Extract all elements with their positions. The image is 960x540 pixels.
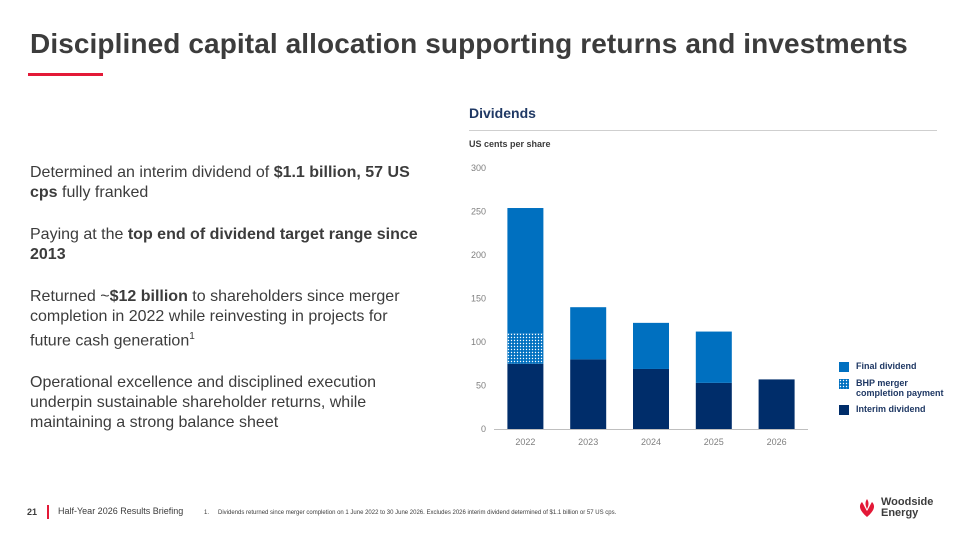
key-point-1: Determined an interim dividend of $1.1 b…	[30, 163, 430, 203]
legend-swatch	[839, 405, 849, 415]
key-point-highlight: top end of dividend target range since 2…	[30, 226, 418, 263]
footnote-number: 1.	[204, 510, 210, 516]
logo-wordmark: Woodside Energy	[881, 497, 933, 519]
x-tick-label: 2025	[704, 437, 724, 447]
bar-segment	[695, 382, 732, 429]
woodside-logo-icon	[859, 499, 875, 517]
footer-divider	[47, 505, 49, 519]
chart-legend: Final dividend BHP merger completion pay…	[839, 361, 959, 421]
key-point-text: Determined an interim dividend of	[30, 164, 274, 181]
legend-swatch	[839, 379, 849, 389]
key-points: Determined an interim dividend of $1.1 b…	[30, 163, 430, 455]
legend-swatch	[839, 362, 849, 372]
key-point-text: to shareholders since merger completion …	[30, 288, 400, 350]
x-tick-label: 2026	[767, 437, 787, 447]
title-underline	[28, 73, 103, 76]
bar-segment	[570, 307, 607, 360]
y-tick-label: 0	[481, 424, 486, 434]
chart-title-rule	[469, 130, 937, 131]
page-title: Disciplined capital allocation supportin…	[30, 28, 908, 59]
footer: 21 Half-Year 2026 Results Briefing 1. Div…	[0, 500, 960, 540]
y-tick-label: 200	[471, 250, 486, 260]
x-tick-label: 2024	[641, 437, 661, 447]
y-tick-label: 100	[471, 337, 486, 347]
bar-segment	[570, 359, 607, 429]
page-number: 21	[27, 507, 38, 517]
y-tick-label: 300	[471, 163, 486, 173]
logo-line-1: Woodside	[881, 496, 934, 508]
y-tick-label: 50	[476, 381, 486, 391]
chart-y-unit-label: US cents per share	[469, 139, 551, 149]
legend-label: Final dividend	[856, 361, 917, 371]
footnote: 1. Dividends returned since merger comple…	[204, 510, 616, 516]
legend-item-interim: Interim dividend	[839, 404, 959, 415]
x-tick-label: 2023	[578, 437, 598, 447]
legend-label: Interim dividend	[856, 404, 926, 414]
key-point-text: Operational excellence and disciplined e…	[30, 374, 376, 432]
company-logo: Woodside Energy	[856, 497, 933, 519]
key-point-4: Operational excellence and disciplined e…	[30, 373, 430, 433]
bar-segment	[695, 331, 732, 383]
bar-segment	[758, 379, 795, 429]
footnote-text: Dividends returned since merger completi…	[218, 510, 617, 516]
legend-item-bhp: BHP merger completion payment	[839, 378, 959, 398]
key-point-text: Paying at the	[30, 226, 128, 243]
bar-segment	[507, 208, 544, 334]
bar-segment	[507, 363, 544, 429]
chart-title: Dividends	[469, 105, 536, 121]
y-tick-label: 250	[471, 207, 486, 217]
y-tick-label: 150	[471, 294, 486, 304]
key-point-highlight: $1.1 billion, 57 US cps	[30, 164, 410, 201]
x-tick-label: 2022	[515, 437, 535, 447]
key-point-highlight: $12 billion	[109, 288, 188, 305]
key-point-text: Returned ~	[30, 288, 110, 305]
briefing-title: Half-Year 2026 Results Briefing	[58, 506, 184, 516]
logo-line-2: Energy	[881, 507, 919, 519]
bar-segment	[507, 333, 544, 364]
key-point-3: Returned ~$12 billion to shareholders si…	[30, 287, 430, 351]
bar-segment	[633, 368, 669, 429]
legend-label: BHP merger completion payment	[856, 378, 944, 398]
footnote-marker: 1	[189, 331, 195, 342]
key-point-text: fully franked	[57, 184, 149, 201]
key-point-2: Paying at the top end of dividend target…	[30, 225, 430, 265]
legend-item-final: Final dividend	[839, 361, 959, 372]
bar-segment	[633, 322, 669, 369]
